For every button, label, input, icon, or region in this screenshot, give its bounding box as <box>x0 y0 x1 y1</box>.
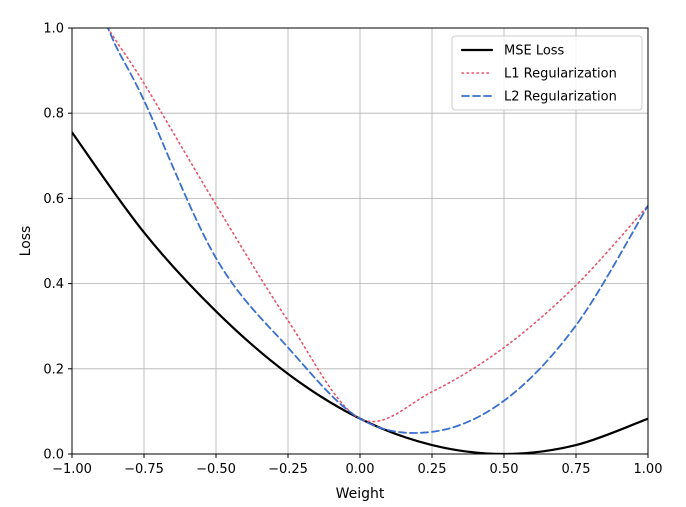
x-tick-label: 0.25 <box>418 462 447 477</box>
x-axis: −1.00 −0.75 −0.50 −0.25 0.00 0.25 0.50 0.75 1.00 <box>52 454 662 477</box>
x-tick-label: −0.25 <box>268 462 308 477</box>
legend: MSE Loss L1 Regularization L2 Regularizati… <box>451 35 643 111</box>
x-tick-label: 0.75 <box>562 462 591 477</box>
legend-box <box>451 35 643 111</box>
x-tick-label: −1.00 <box>52 462 92 477</box>
y-tick-label: 0.8 <box>43 107 64 122</box>
y-axis: 0.0 0.2 0.4 0.6 0.8 1.0 <box>43 22 72 463</box>
x-tick-label: 0.00 <box>346 462 375 477</box>
x-tick-label: −0.50 <box>196 462 236 477</box>
y-axis-label: Loss <box>18 226 34 257</box>
y-tick-label: 0.0 <box>43 448 64 463</box>
x-tick-label: 0.50 <box>490 462 519 477</box>
legend-label: MSE Loss <box>504 44 565 59</box>
y-tick-label: 0.6 <box>43 192 64 207</box>
x-axis-label: Weight <box>336 486 385 502</box>
x-tick-label: −0.75 <box>124 462 164 477</box>
series-line <box>107 28 648 423</box>
y-tick-label: 0.2 <box>43 362 64 377</box>
legend-label: L2 Regularization <box>504 90 617 105</box>
series-line <box>72 131 648 454</box>
legend-label: L1 Regularization <box>504 67 617 82</box>
series-group <box>72 28 648 454</box>
series-line <box>107 28 648 434</box>
y-tick-label: 0.4 <box>43 277 64 292</box>
y-tick-label: 1.0 <box>43 22 64 37</box>
x-tick-label: 1.00 <box>634 462 663 477</box>
